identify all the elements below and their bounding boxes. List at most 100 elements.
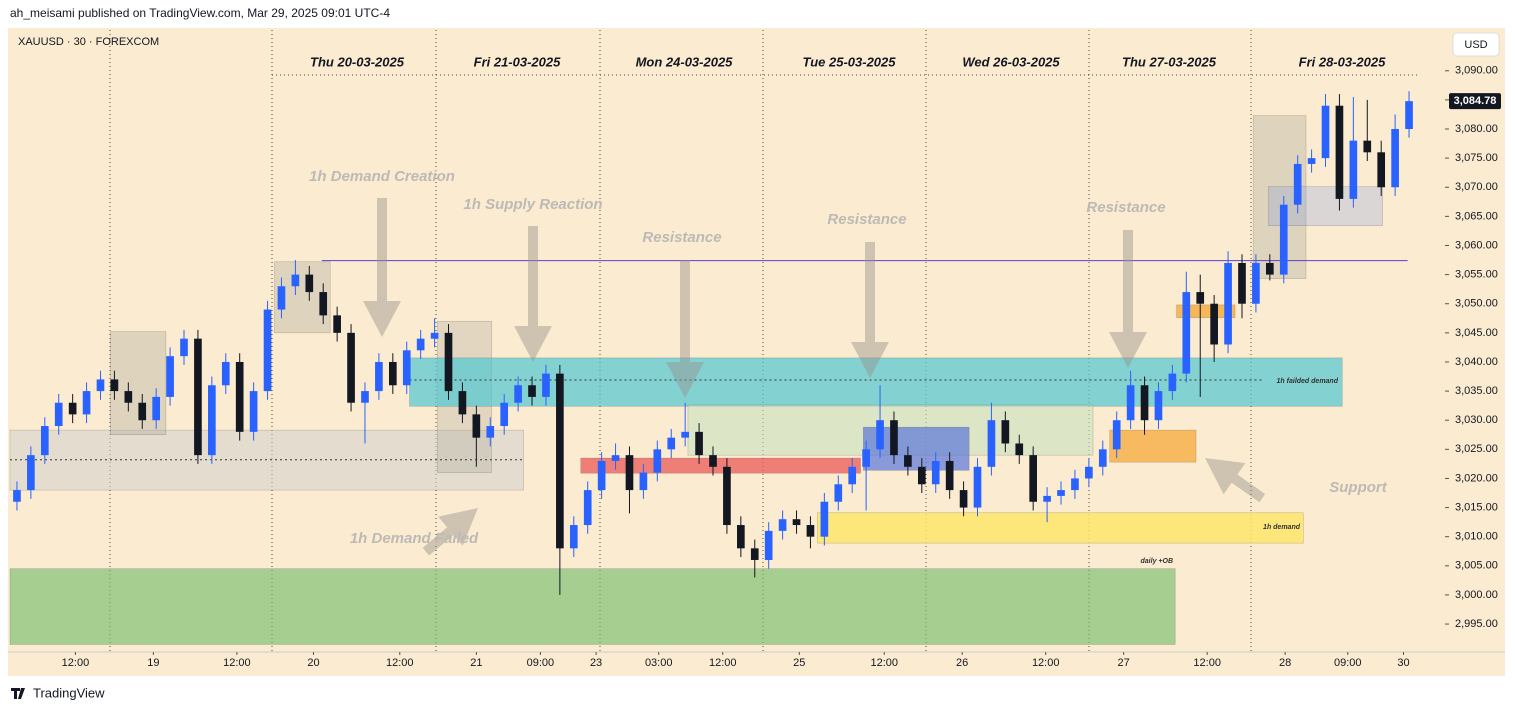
x-tick-label: 12:00 xyxy=(1032,657,1060,669)
y-tick-label: 3,005.00 xyxy=(1455,560,1498,572)
candle-body xyxy=(110,379,119,392)
candle-body xyxy=(778,519,787,531)
day-label: Thu 27-03-2025 xyxy=(1122,54,1217,69)
y-tick-label: 3,055.00 xyxy=(1455,269,1498,281)
candle-body xyxy=(1293,163,1302,205)
logo xyxy=(11,688,25,699)
candle-body xyxy=(764,530,773,560)
candle-body xyxy=(319,292,328,316)
candle-body xyxy=(1043,495,1051,502)
candle-body xyxy=(416,338,425,351)
day-label: Tue 25-03-2025 xyxy=(803,54,897,69)
candle-body xyxy=(333,315,341,333)
candle-body xyxy=(375,361,383,392)
annotation: Resistance xyxy=(642,229,721,246)
candle-body xyxy=(194,338,202,456)
y-tick-label: 3,065.00 xyxy=(1455,210,1498,222)
candle-body xyxy=(1307,158,1316,164)
candle-body xyxy=(876,420,884,450)
candle-body xyxy=(1210,303,1218,345)
x-tick-label: 28 xyxy=(1279,657,1291,669)
candle-body xyxy=(904,455,912,467)
zone xyxy=(1109,429,1197,463)
y-tick-label: 3,050.00 xyxy=(1455,298,1498,310)
x-tick-label: 09:00 xyxy=(1334,657,1362,669)
candle-body xyxy=(1405,101,1413,130)
candle-body xyxy=(1363,140,1372,153)
arrow xyxy=(666,260,704,398)
arrow xyxy=(851,242,889,378)
candle-body xyxy=(667,437,676,450)
candle-body xyxy=(208,385,216,456)
zone xyxy=(9,568,1176,645)
x-tick-label: 25 xyxy=(793,657,805,669)
candle-body xyxy=(277,286,286,310)
candle-body xyxy=(681,431,689,438)
candle-body xyxy=(402,350,411,386)
candle-body xyxy=(639,472,648,491)
candle-body xyxy=(152,396,160,421)
candle-body xyxy=(1015,443,1024,456)
candle-body xyxy=(890,420,898,456)
day-label: Thu 20-03-2025 xyxy=(310,54,405,69)
y-tick-label: 3,070.00 xyxy=(1455,181,1498,193)
publisher: ah_meisami published on TradingView.com,… xyxy=(10,6,390,20)
candle-body xyxy=(959,490,968,508)
candle-body xyxy=(235,361,244,432)
zone xyxy=(817,512,1304,544)
arrow xyxy=(1205,458,1266,503)
y-tick-label: 3,015.00 xyxy=(1455,501,1498,513)
candle-body xyxy=(249,391,258,432)
candle-body xyxy=(695,431,703,456)
candle-body xyxy=(611,455,620,461)
x-tick-label: 20 xyxy=(307,657,319,669)
y-tick-label: 3,045.00 xyxy=(1455,327,1498,339)
candle-body xyxy=(834,484,843,502)
candle-body xyxy=(124,391,133,403)
plot: Thu 20-03-2025 Fri 21-03-2025 Mon 24-03-20… xyxy=(9,30,1420,652)
candle-body xyxy=(1349,140,1358,199)
annotation: Resistance xyxy=(827,211,906,228)
day-label: Fri 28-03-2025 xyxy=(1299,54,1386,69)
candle-body xyxy=(305,274,314,293)
symbol: XAUUSD · 30 · FOREXCOM xyxy=(18,36,159,48)
zone xyxy=(580,457,861,474)
candle-body xyxy=(458,391,467,415)
currency-button[interactable] xyxy=(1452,32,1500,57)
candle-body xyxy=(862,449,870,467)
candle-body xyxy=(597,460,606,491)
candle-body xyxy=(13,490,21,502)
candle-body xyxy=(1140,385,1149,421)
y-tick-label: 3,000.00 xyxy=(1455,589,1498,601)
candle-body xyxy=(917,466,926,485)
arrow xyxy=(1109,230,1147,368)
candle-body xyxy=(556,373,564,549)
candle-body xyxy=(40,426,49,456)
x-tick-label: 23 xyxy=(590,657,602,669)
candle-body xyxy=(96,379,105,392)
candle-body xyxy=(750,548,759,560)
candle-body xyxy=(221,361,230,386)
x-tick-label: 27 xyxy=(1118,657,1130,669)
candle-body xyxy=(27,455,35,491)
candle-body xyxy=(514,385,522,403)
candle-body xyxy=(444,332,453,392)
day-label: Mon 24-03-2025 xyxy=(636,54,734,69)
candle-body xyxy=(737,525,745,549)
annotation: 1h demand xyxy=(1263,524,1301,531)
candle-body xyxy=(1071,478,1079,491)
candle-body xyxy=(82,391,91,415)
candle-body xyxy=(347,332,355,403)
candle-body xyxy=(1001,420,1010,444)
candle-body xyxy=(1252,262,1260,304)
candle-body xyxy=(1057,490,1065,496)
candle-body xyxy=(1321,105,1330,159)
candle-body xyxy=(291,274,300,287)
candle-body xyxy=(472,414,481,438)
candle-body xyxy=(820,501,829,537)
candle-body xyxy=(1238,262,1246,304)
candle-body xyxy=(430,332,439,339)
y-tick-label: 3,075.00 xyxy=(1455,152,1498,164)
